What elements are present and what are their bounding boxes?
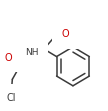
Text: O: O [61, 29, 69, 39]
Text: NH: NH [25, 48, 39, 57]
Text: Cl: Cl [7, 93, 16, 103]
Text: O: O [4, 53, 12, 63]
